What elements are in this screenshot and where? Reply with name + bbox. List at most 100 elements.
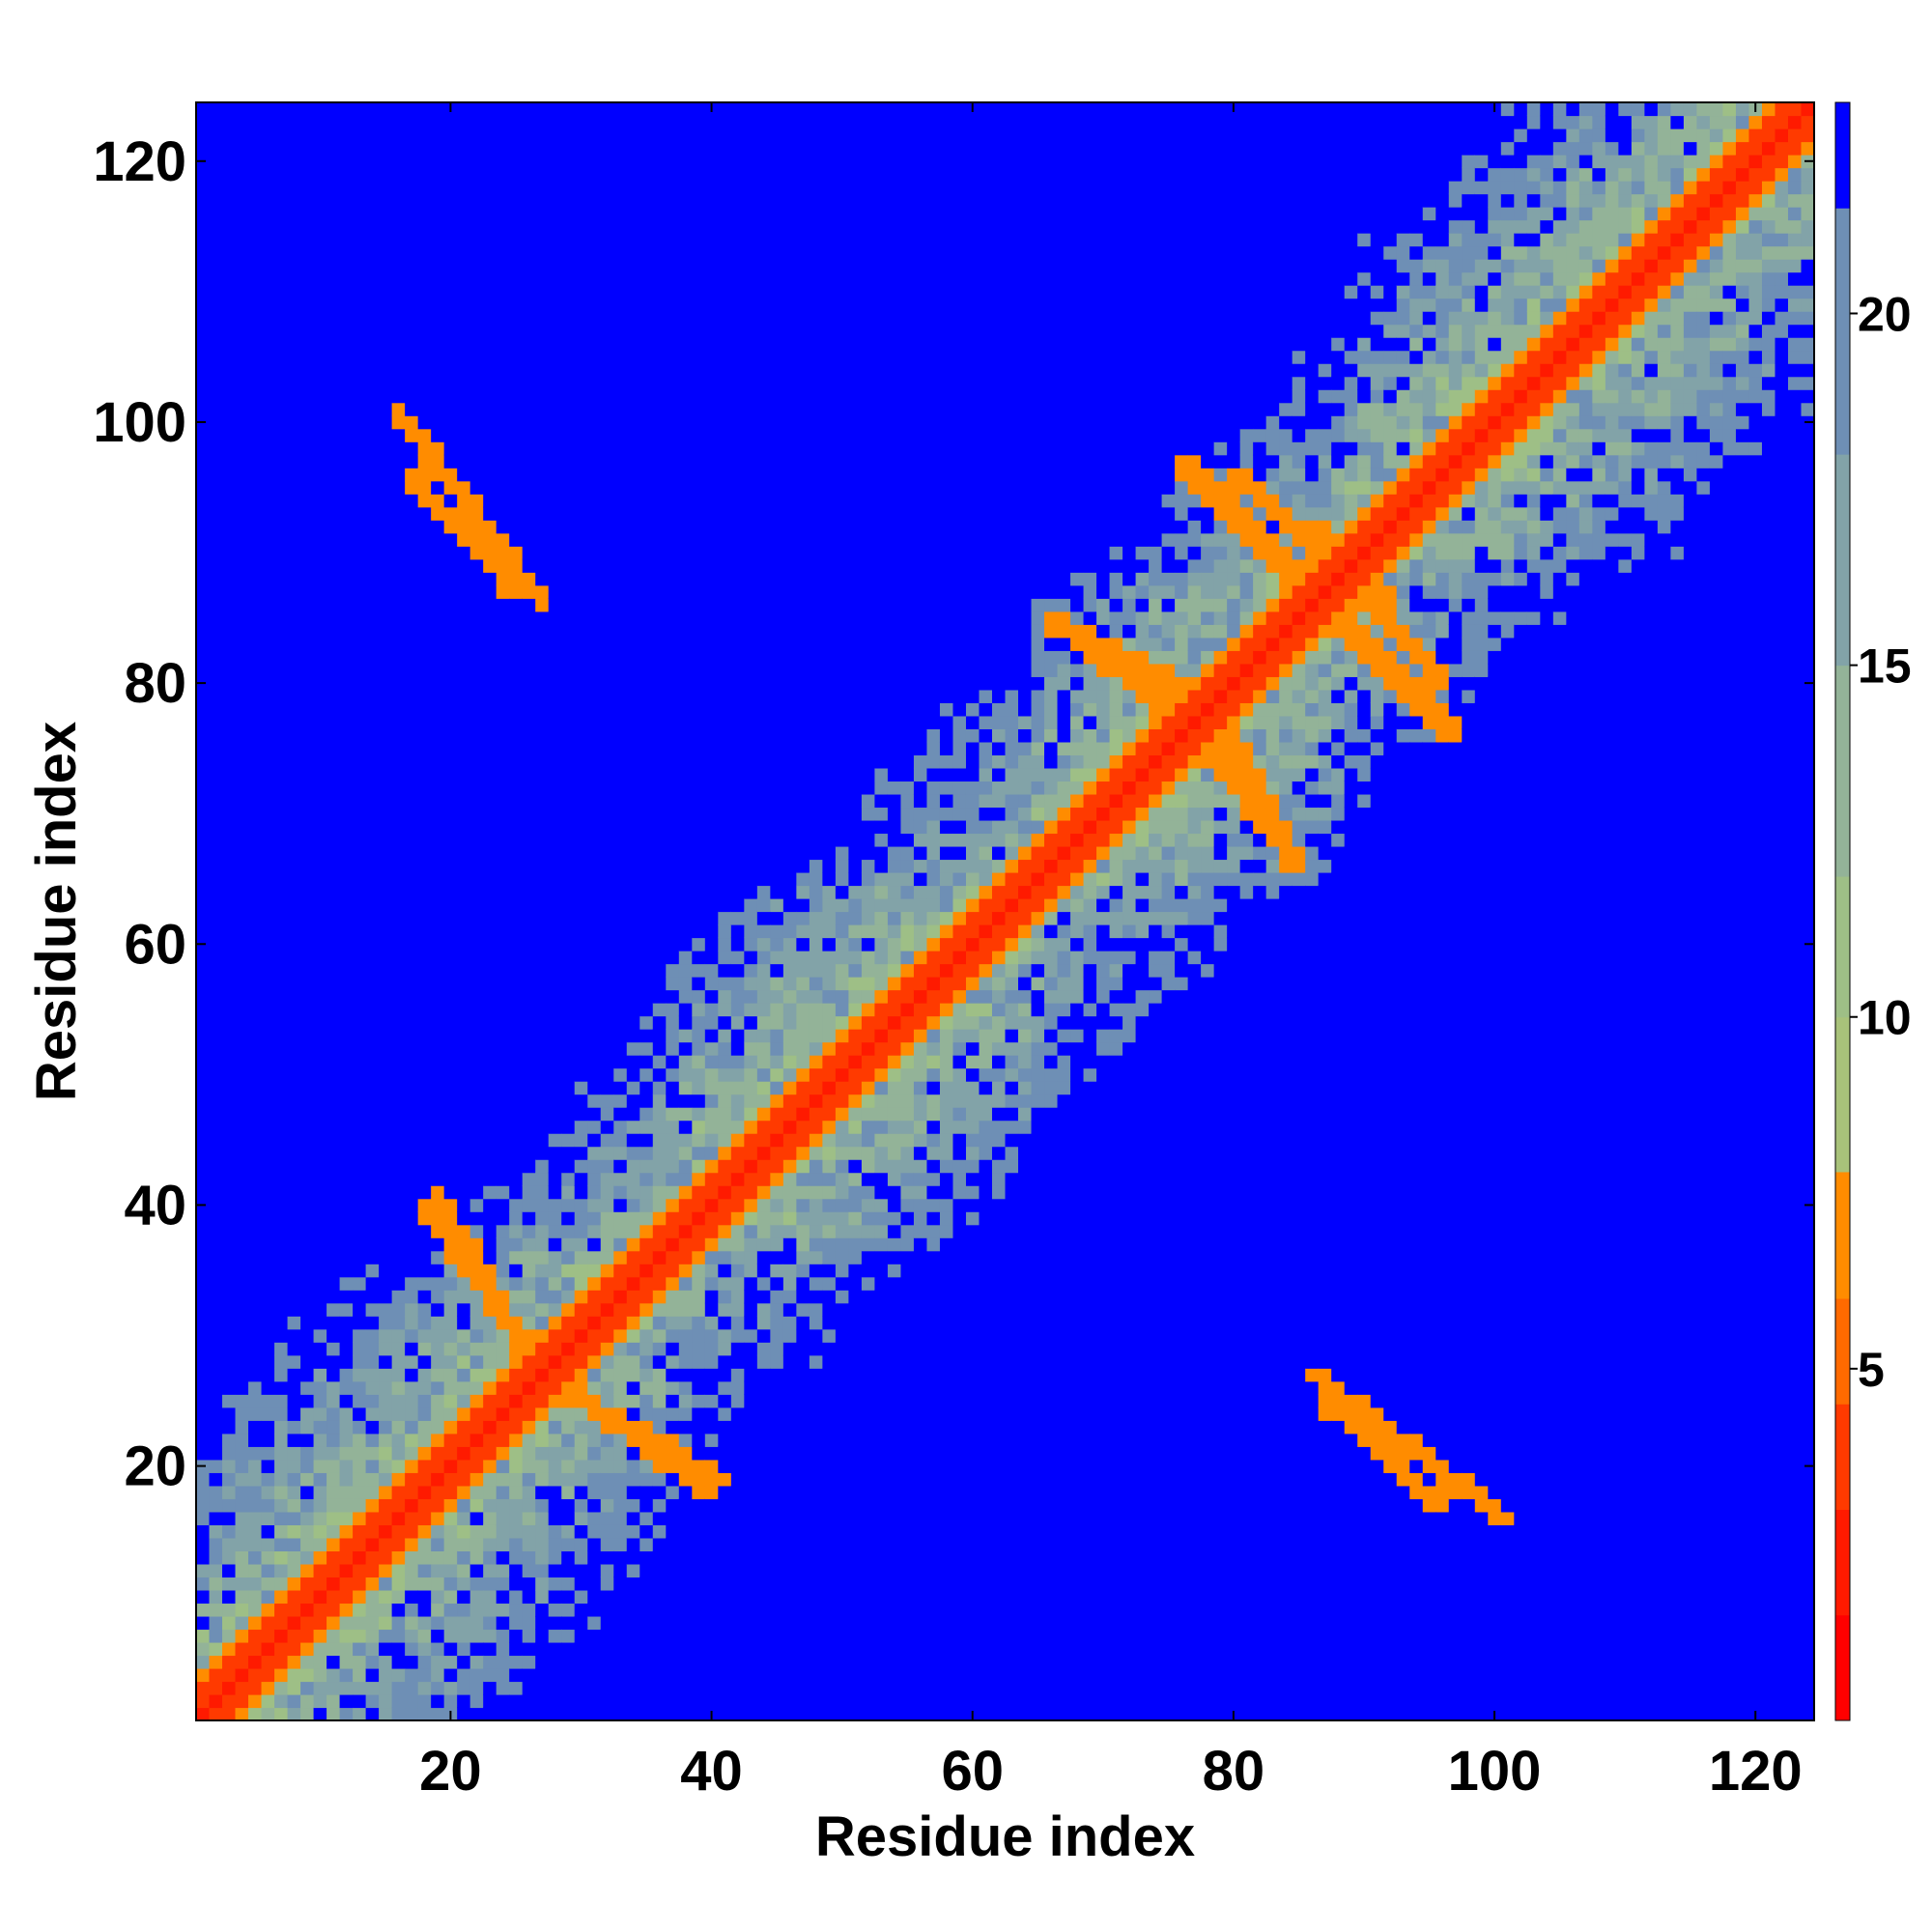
heatmap-cell — [666, 1133, 680, 1148]
heatmap-cell — [469, 155, 484, 169]
heatmap-cell — [639, 155, 654, 169]
heatmap-cell — [574, 1472, 588, 1487]
heatmap-cell — [365, 155, 380, 169]
heatmap-cell — [548, 1029, 562, 1043]
heatmap-cell — [574, 1446, 588, 1461]
heatmap-cell — [678, 663, 693, 677]
heatmap-cell — [222, 1537, 237, 1551]
heatmap-cell — [391, 428, 406, 442]
heatmap-cell — [287, 155, 301, 169]
heatmap-cell — [613, 689, 628, 703]
heatmap-cell — [600, 181, 614, 195]
heatmap-cell — [535, 167, 550, 182]
heatmap-cell — [678, 1511, 693, 1525]
heatmap-cell — [209, 845, 223, 861]
heatmap-cell — [718, 1485, 732, 1499]
heatmap-cell — [483, 1003, 497, 1017]
heatmap-cell — [300, 1290, 315, 1304]
heatmap-cell — [431, 885, 445, 899]
heatmap-cell — [353, 259, 367, 273]
heatmap-cell — [535, 1485, 550, 1499]
heatmap-cell — [496, 1472, 510, 1487]
heatmap-cell — [313, 1485, 327, 1499]
heatmap-cell — [639, 1198, 654, 1212]
heatmap-cell — [261, 207, 275, 221]
heatmap-cell — [235, 480, 249, 495]
heatmap-cell — [522, 1133, 536, 1148]
heatmap-cell — [391, 1055, 406, 1069]
heatmap-cell — [483, 793, 497, 809]
heatmap-cell — [692, 885, 706, 899]
heatmap-cell — [209, 128, 223, 143]
heatmap-cell — [457, 271, 471, 286]
heatmap-cell — [574, 1420, 588, 1435]
heatmap-cell — [274, 1641, 289, 1657]
heatmap-cell — [535, 611, 550, 625]
heatmap-cell — [313, 598, 327, 612]
heatmap-cell — [678, 1146, 693, 1160]
heatmap-cell — [704, 937, 719, 952]
heatmap-cell — [522, 1446, 536, 1461]
heatmap-cell — [248, 1368, 263, 1382]
heatmap-cell — [196, 1667, 211, 1683]
heatmap-cell — [639, 141, 654, 156]
heatmap-cell — [379, 141, 393, 156]
heatmap-cell — [652, 454, 667, 469]
heatmap-cell — [522, 1067, 536, 1082]
heatmap-cell — [222, 245, 237, 260]
heatmap-cell — [600, 1485, 614, 1499]
heatmap-cell — [666, 1707, 680, 1721]
heatmap-cell — [379, 663, 393, 677]
heatmap-cell — [365, 1003, 380, 1017]
heatmap-cell — [353, 1524, 367, 1539]
heatmap-cell — [457, 781, 471, 795]
heatmap-cell — [431, 871, 445, 887]
heatmap-cell — [692, 807, 706, 821]
heatmap-cell — [327, 1185, 341, 1200]
heatmap-cell — [626, 1185, 640, 1200]
heatmap-cell — [300, 781, 315, 795]
heatmap-cell — [704, 1172, 719, 1186]
heatmap-cell — [587, 1185, 602, 1200]
heatmap-cell — [431, 1524, 445, 1539]
heatmap-cell — [300, 584, 315, 599]
heatmap-cell — [509, 219, 524, 234]
heatmap-cell — [574, 141, 588, 156]
heatmap-cell — [379, 298, 393, 312]
heatmap-cell — [431, 741, 445, 756]
heatmap-cell — [222, 128, 237, 143]
heatmap-cell — [327, 363, 341, 378]
heatmap-cell — [561, 155, 576, 169]
heatmap-cell — [235, 1342, 249, 1356]
heatmap-cell — [353, 989, 367, 1004]
heatmap-cell — [313, 102, 327, 117]
heatmap-cell — [704, 1498, 719, 1513]
heatmap-cell — [235, 1563, 249, 1578]
heatmap-cell — [574, 1498, 588, 1513]
heatmap-cell — [457, 1603, 471, 1617]
heatmap-cell — [704, 715, 719, 729]
heatmap-cell — [196, 702, 211, 717]
heatmap-cell — [391, 924, 406, 939]
heatmap-cell — [509, 454, 524, 469]
heatmap-cell — [587, 1368, 602, 1382]
heatmap-cell — [222, 1094, 237, 1108]
heatmap-cell — [704, 1290, 719, 1304]
heatmap-cell — [287, 1524, 301, 1539]
heatmap-cell — [417, 1498, 432, 1513]
heatmap-cell — [652, 207, 667, 221]
heatmap-cell — [613, 793, 628, 809]
heatmap-cell — [652, 885, 667, 899]
heatmap-cell — [443, 819, 458, 835]
heatmap-cell — [678, 181, 693, 195]
heatmap-cell — [639, 376, 654, 390]
heatmap-cell — [587, 363, 602, 378]
heatmap-cell — [405, 245, 419, 260]
heatmap-cell — [483, 754, 497, 769]
heatmap-cell — [652, 1681, 667, 1695]
heatmap-cell — [417, 1693, 432, 1709]
heatmap-cell — [483, 181, 497, 195]
heatmap-cell — [313, 1629, 327, 1643]
heatmap-cell — [652, 1041, 667, 1056]
heatmap-cell — [600, 350, 614, 364]
